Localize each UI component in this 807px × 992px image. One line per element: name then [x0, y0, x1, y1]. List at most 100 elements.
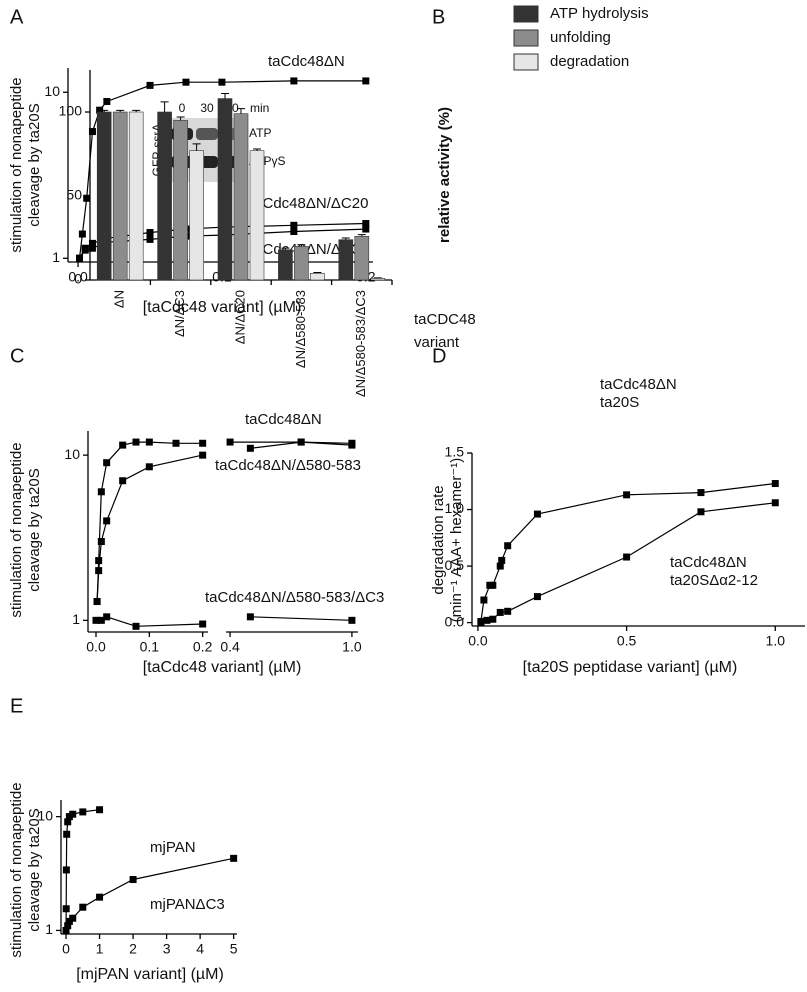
fit-line	[67, 857, 234, 926]
data-point	[146, 229, 154, 237]
data-point	[199, 620, 207, 628]
fit-line	[250, 616, 352, 621]
data-point	[88, 239, 96, 247]
y-tick-label: 1	[72, 611, 80, 627]
x-tick-label: 4	[196, 941, 204, 957]
error-bar	[297, 244, 306, 247]
data-point	[199, 439, 207, 447]
y-tick-label: 0	[74, 271, 82, 287]
x-tick-label: 5	[230, 941, 238, 957]
inset-row: ATP	[249, 126, 271, 140]
y-tick-label: 0.0	[445, 613, 465, 629]
x-tick-label: 1.0	[342, 639, 362, 655]
x-tick-label: 0.2	[193, 639, 213, 655]
fit-line	[96, 454, 203, 602]
bar	[173, 120, 188, 281]
x-axis-label: [ta20S peptidase variant] (µM)	[523, 659, 738, 676]
data-point	[199, 451, 207, 459]
bar	[294, 246, 309, 281]
x-tick-label: 3	[163, 941, 171, 957]
data-point	[79, 903, 87, 911]
error-bar	[116, 109, 125, 112]
bar	[249, 150, 265, 281]
data-point	[78, 230, 86, 238]
fit-line	[96, 616, 203, 627]
x-tick-label: 0.0	[86, 639, 106, 655]
bar	[370, 278, 386, 281]
y-tick-label: 100	[59, 103, 83, 119]
series-label: taCdc48ΔN ta20SΔα2-12	[670, 554, 758, 589]
x-axis-label: variant	[414, 334, 460, 351]
data-point	[290, 77, 298, 85]
x-tick-label: 0.0	[68, 269, 88, 285]
y-axis-label: stimulation of nonapeptidecleavage by ta…	[8, 442, 43, 617]
bar	[189, 150, 204, 281]
data-point	[81, 246, 89, 254]
data-point	[489, 615, 497, 623]
x-tick-label: ΔN/Δ580-583/ΔC3	[353, 290, 368, 397]
bar	[310, 272, 325, 281]
data-point	[172, 439, 180, 447]
series-label: taCdc48ΔN/Δ580-583	[215, 457, 361, 474]
data-point	[498, 556, 506, 564]
panel-letter: C	[10, 345, 24, 367]
data-point	[146, 235, 154, 243]
x-axis-label: taCDC48	[414, 311, 476, 328]
y-axis-label: stimulation of nonapeptidecleavage by ta…	[8, 782, 43, 957]
data-point	[483, 616, 491, 624]
data-point	[246, 444, 254, 452]
data-point	[97, 616, 105, 624]
data-point	[88, 244, 96, 252]
y-tick-label: 1	[45, 921, 53, 937]
x-tick-label: 0	[62, 941, 70, 957]
data-point	[290, 228, 298, 236]
data-point	[95, 567, 103, 575]
y-tick-label: 1	[52, 249, 60, 265]
x-axis-label: [mjPAN variant] (µM)	[76, 966, 224, 983]
series-label: taCdc48ΔN/ΔC20	[250, 195, 368, 212]
y-tick-label: 10	[37, 807, 53, 823]
y-axis-label: relative activity (%)	[436, 107, 453, 243]
bar	[354, 236, 370, 281]
error-bar	[221, 93, 229, 99]
bar	[96, 111, 112, 281]
data-point	[97, 488, 105, 496]
data-point	[62, 905, 70, 913]
error-bar	[341, 237, 350, 240]
x-tick-label: 0.1	[140, 639, 160, 655]
data-point	[145, 463, 153, 471]
data-point	[697, 489, 705, 497]
data-point	[489, 581, 497, 589]
y-tick-label: 0.5	[445, 557, 465, 573]
data-point	[64, 818, 72, 826]
data-point	[62, 866, 70, 874]
x-tick-label: ΔN/ΔC3	[172, 290, 187, 337]
legend-label: ATP hydrolysis	[550, 5, 649, 22]
x-tick-label: 1	[96, 941, 104, 957]
y-tick-label: 10	[64, 446, 80, 462]
legend-swatch	[513, 29, 539, 47]
inset-time: 0	[179, 101, 186, 115]
data-point	[96, 106, 104, 114]
data-point	[362, 220, 370, 228]
data-point	[226, 438, 234, 446]
data-point	[132, 622, 140, 630]
bar	[278, 249, 293, 281]
data-point	[362, 77, 370, 85]
data-point	[119, 441, 127, 449]
data-point	[182, 78, 190, 86]
data-point	[771, 499, 779, 507]
data-point	[63, 830, 71, 838]
error-bar	[176, 116, 185, 121]
data-point	[362, 225, 370, 233]
bar	[157, 111, 172, 281]
data-point	[623, 553, 631, 561]
series-label: mjPAN	[150, 839, 196, 856]
panel-letter: E	[10, 695, 23, 717]
series-label: taCdc48ΔN	[268, 53, 345, 70]
error-bar	[160, 101, 169, 112]
panel-letter: A	[10, 6, 24, 28]
data-point	[83, 194, 91, 202]
legend-label: degradation	[550, 53, 629, 70]
data-point	[97, 538, 105, 546]
